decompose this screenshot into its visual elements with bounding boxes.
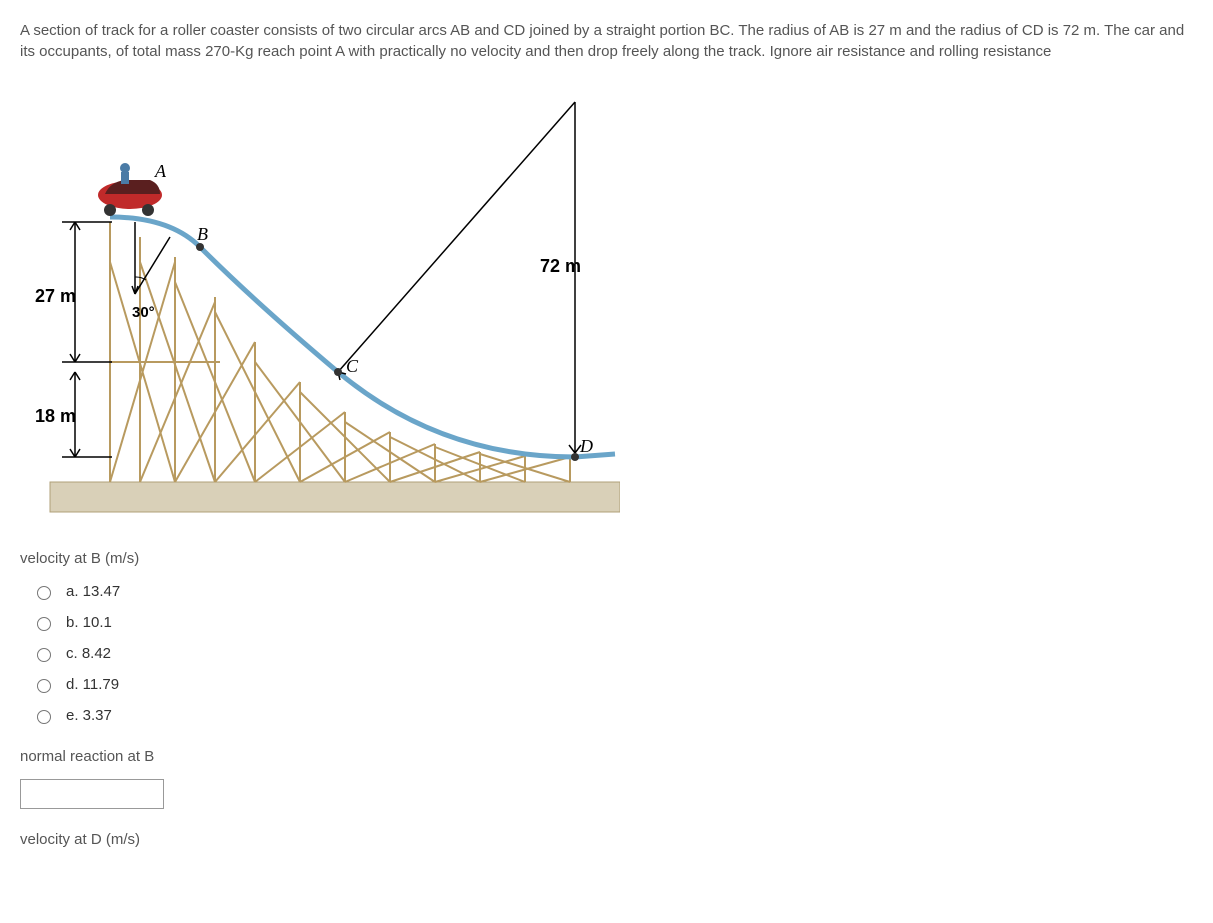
angle-marker: [132, 222, 170, 294]
option-e[interactable]: e. 3.37: [20, 705, 1193, 726]
point-b-marker: [196, 243, 204, 251]
radio-b[interactable]: [37, 617, 51, 631]
radio-d[interactable]: [37, 679, 51, 693]
option-e-text: e. 3.37: [66, 705, 112, 726]
normal-reaction-input[interactable]: [20, 779, 164, 809]
roller-coaster-car: [98, 163, 162, 216]
q2-input-wrap: [20, 779, 1193, 809]
radio-e[interactable]: [37, 710, 51, 724]
label-b: B: [197, 224, 208, 244]
struts: [110, 222, 570, 482]
option-d-text: d. 11.79: [66, 674, 119, 695]
q2-label: normal reaction at B: [20, 746, 1193, 767]
radio-a[interactable]: [37, 586, 51, 600]
radio-c[interactable]: [37, 648, 51, 662]
q1-label: velocity at B (m/s): [20, 548, 1193, 569]
option-d[interactable]: d. 11.79: [20, 674, 1193, 695]
point-c-marker: [334, 368, 342, 376]
track-path: [110, 217, 615, 457]
label-a: A: [154, 161, 167, 181]
option-a[interactable]: a. 13.47: [20, 581, 1193, 602]
diagram: A B C D 27 m 18 m 30° 72 m: [20, 82, 1193, 528]
q3-label: velocity at D (m/s): [20, 829, 1193, 850]
option-b-text: b. 10.1: [66, 612, 112, 633]
option-c-text: c. 8.42: [66, 643, 111, 664]
label-c: C: [346, 356, 359, 376]
option-b[interactable]: b. 10.1: [20, 612, 1193, 633]
ground-rect: [50, 482, 620, 512]
label-30deg: 30°: [132, 304, 155, 321]
label-27m: 27 m: [35, 286, 76, 306]
point-d-marker: [571, 453, 579, 461]
option-a-text: a. 13.47: [66, 581, 120, 602]
q1-options: a. 13.47 b. 10.1 c. 8.42 d. 11.79 e. 3.3…: [20, 581, 1193, 726]
roller-coaster-svg: A B C D 27 m 18 m 30° 72 m: [20, 82, 620, 522]
label-d: D: [579, 436, 593, 456]
label-72m: 72 m: [540, 256, 581, 276]
option-c[interactable]: c. 8.42: [20, 643, 1193, 664]
label-18m: 18 m: [35, 406, 76, 426]
problem-statement: A section of track for a roller coaster …: [20, 20, 1193, 62]
